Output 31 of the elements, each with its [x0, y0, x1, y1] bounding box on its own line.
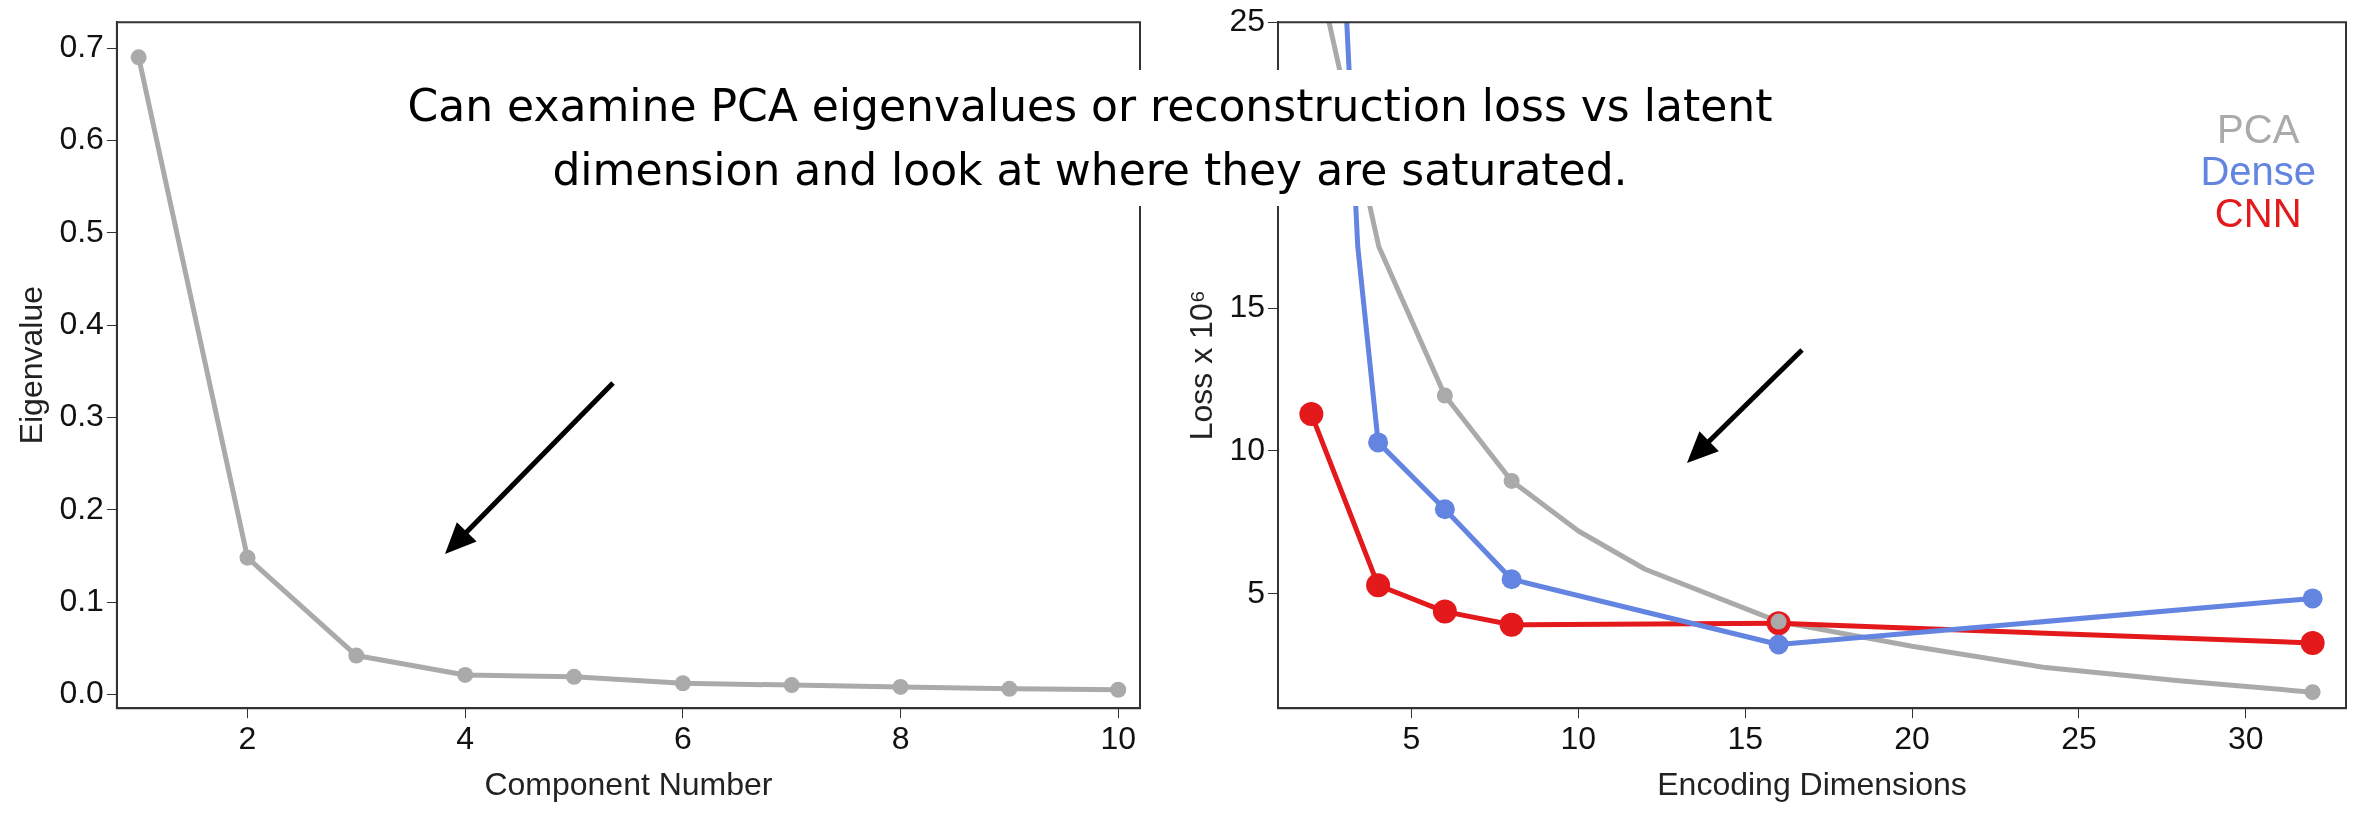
text: Dense	[2200, 149, 2316, 194]
y-tick-label: 5	[1247, 573, 1265, 610]
x-tick-label: 5	[1402, 720, 1421, 757]
x-tick-label: 15	[1727, 720, 1764, 757]
x-tick-label: 20	[1894, 720, 1930, 757]
y-tick-label: 0.2	[59, 489, 104, 526]
x-axis-title: Component Number	[484, 765, 773, 802]
x-axis-title: Encoding Dimensions	[1657, 765, 1967, 802]
y-tick-label: 25	[1229, 2, 1265, 39]
y-tick-label: 10	[1229, 430, 1265, 467]
y-tick-label: 15	[1229, 287, 1265, 324]
x-tick-label: 10	[1100, 720, 1137, 757]
text: PCA	[2217, 107, 2300, 152]
y-axis-title: Eigenvalue	[13, 286, 50, 445]
x-tick-label: 4	[456, 720, 475, 757]
x-tick-label: 30	[2228, 720, 2264, 757]
annotation: Can examine PCA eigenvalues or reconstruction loss vs latent dimension and look at where they are saturated.	[380, 70, 1800, 206]
y-tick-label: 0.0	[59, 674, 104, 711]
y-tick-label: 0.3	[59, 397, 104, 434]
text: CNN	[2214, 191, 2302, 236]
y-tick-label: 0.1	[59, 581, 104, 618]
x-tick-label: 2	[238, 720, 257, 757]
x-tick-label: 25	[2061, 720, 2097, 757]
x-tick-label: 10	[1560, 720, 1597, 757]
y-tick-label: 0.6	[59, 120, 104, 157]
y-tick-label: 0.5	[59, 212, 104, 249]
y-tick-label: 0.4	[59, 304, 104, 341]
y-axis-title: Loss x 10⁶	[1183, 290, 1220, 441]
x-tick-label: 6	[673, 720, 692, 757]
y-tick-label: 0.7	[59, 27, 104, 64]
x-tick-label: 8	[891, 720, 910, 757]
